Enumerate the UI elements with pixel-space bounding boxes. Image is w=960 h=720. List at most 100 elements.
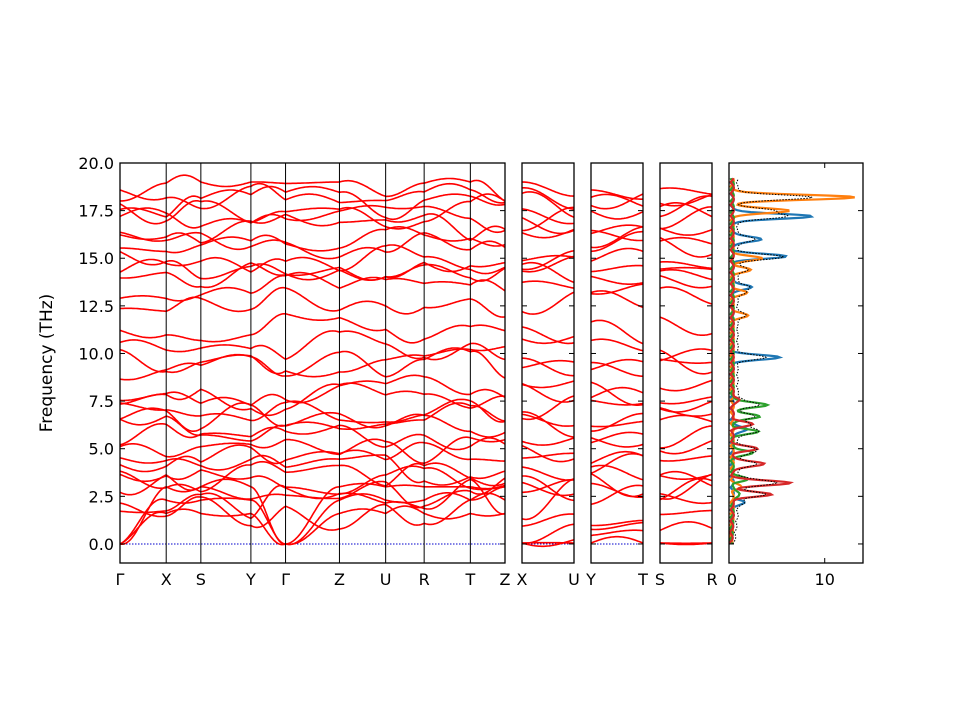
band-line — [660, 227, 712, 236]
band-line — [591, 358, 643, 371]
band-line — [591, 450, 643, 464]
band-line — [120, 478, 505, 545]
band-line — [660, 187, 712, 195]
band-line — [591, 437, 643, 448]
band-line — [660, 440, 712, 455]
band-line — [591, 420, 643, 428]
band-line — [591, 338, 643, 352]
band-line — [591, 521, 643, 531]
band-line — [660, 396, 712, 405]
band-line — [120, 185, 505, 221]
band-line — [522, 444, 574, 463]
band-line — [522, 523, 574, 544]
y-tick-label: 17.5 — [78, 202, 114, 221]
band-line — [120, 465, 505, 500]
band-line — [591, 399, 643, 406]
band-line — [522, 217, 574, 235]
band-line — [591, 226, 643, 249]
band-line — [120, 174, 505, 202]
band-panel-0: Γ X S Y Γ Z U R T Z 0.0 2.5 5.0 7.5 10.0 12.5 15.0 17.5 20… — [78, 154, 510, 589]
band-line — [522, 191, 574, 218]
band-line — [591, 529, 643, 537]
x-tick-label: T — [637, 570, 648, 589]
y-tick-label: 10.0 — [78, 344, 114, 363]
y-tick-label: 2.5 — [89, 487, 114, 506]
y-tick-label: 5.0 — [89, 440, 114, 459]
band-line — [660, 206, 712, 230]
band-line — [660, 473, 712, 500]
band-line — [591, 210, 643, 220]
band-line — [591, 230, 643, 253]
band-line — [120, 423, 505, 451]
band-line — [660, 407, 712, 417]
band-line — [591, 283, 643, 295]
band-line — [591, 290, 643, 309]
band-line — [120, 402, 505, 432]
band-line — [591, 264, 643, 273]
band-line — [522, 357, 574, 377]
band-line — [120, 411, 505, 442]
band-line — [591, 482, 643, 498]
band-line — [120, 261, 505, 289]
band-line — [120, 374, 505, 407]
band-line — [120, 193, 505, 230]
band-line — [120, 213, 505, 244]
band-line — [591, 535, 643, 544]
band-line — [591, 412, 643, 432]
band-line — [522, 254, 574, 262]
band-line — [522, 466, 574, 481]
band-line — [591, 519, 643, 527]
band-line — [660, 520, 712, 532]
x-tick-label: Z — [334, 570, 345, 589]
panel-frame-2 — [590, 162, 644, 564]
band-line — [120, 330, 505, 361]
x-tick-label: X — [161, 570, 172, 589]
band-line — [522, 380, 574, 389]
band-line — [522, 513, 574, 527]
band-line — [591, 189, 643, 200]
band-line — [522, 382, 574, 403]
band-line — [522, 326, 574, 345]
band-line — [522, 478, 574, 521]
bands-3 — [660, 187, 712, 546]
bands-0 — [120, 174, 505, 546]
band-line — [660, 236, 712, 245]
band-line — [660, 261, 712, 270]
dos-frame — [728, 162, 864, 564]
band-line — [120, 313, 505, 344]
band-line — [591, 224, 643, 235]
band-line — [522, 280, 574, 289]
y-tick-label: 0.0 — [89, 535, 114, 554]
band-line — [522, 437, 574, 446]
band-line — [660, 455, 712, 462]
band-line — [120, 345, 505, 378]
band-line — [591, 381, 643, 406]
total-dos-line — [732, 178, 813, 545]
band-line — [660, 425, 712, 449]
x-tick-label: Γ — [281, 570, 290, 589]
band-line — [591, 319, 643, 345]
y-tick-label: 15.0 — [78, 249, 114, 268]
bands-2 — [591, 189, 643, 545]
dos-x-tick-label: 10 — [815, 570, 835, 589]
x-tick-label: U — [568, 570, 580, 589]
x-tick-label: S — [196, 570, 206, 589]
band-line — [660, 400, 712, 413]
band-line — [660, 266, 712, 271]
x-tick-label: X — [517, 570, 528, 589]
band-line — [522, 291, 574, 315]
band-line — [120, 485, 505, 531]
band-line — [660, 542, 712, 546]
band-line — [522, 413, 574, 427]
x-tick-label: Y — [585, 570, 596, 589]
band-line — [591, 484, 643, 506]
y-tick-label: 7.5 — [89, 392, 114, 411]
band-line — [522, 187, 574, 210]
band-line — [660, 358, 712, 364]
band-panels: Γ X S Y Γ Z U R T Z 0.0 2.5 5.0 7.5 10.0 12.5 15.0 17.5 20… — [78, 154, 717, 589]
band-line — [660, 470, 712, 487]
panel-frame-3 — [659, 162, 713, 564]
band-line — [120, 182, 505, 210]
